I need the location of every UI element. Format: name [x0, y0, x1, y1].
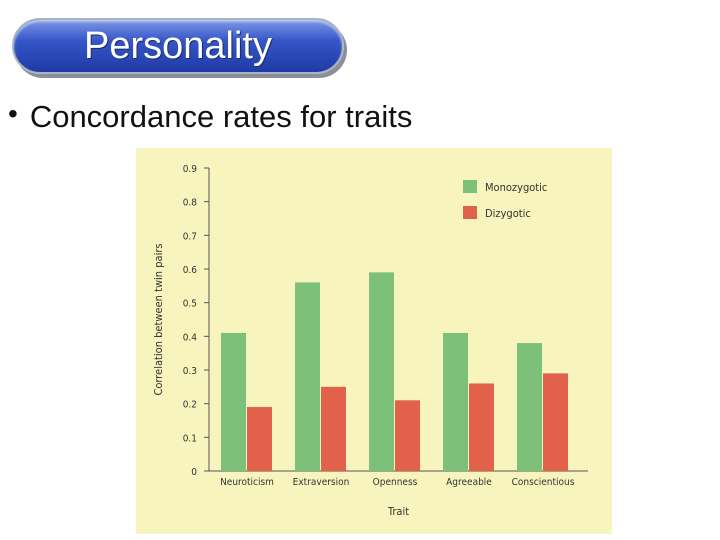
y-tick-label: 0.6 — [183, 265, 198, 276]
legend-label-dizygotic: Dizygotic — [485, 207, 531, 220]
slide-title: Personality — [84, 25, 272, 67]
bullet-dot-icon: • — [8, 98, 18, 129]
x-tick-label: Openness — [373, 477, 418, 488]
y-tick-label: 0.3 — [183, 366, 197, 377]
legend-label-monozygotic: Monozygotic — [485, 181, 547, 194]
bar-dizygotic-conscientious — [543, 373, 568, 471]
x-tick-label: Conscientious — [512, 477, 575, 488]
y-axis-label: Correlation between twin pairs — [152, 243, 165, 395]
legend-swatch-dizygotic — [463, 206, 477, 219]
bar-monozygotic-neuroticism — [221, 332, 246, 471]
x-axis-label: Trait — [387, 505, 409, 518]
x-tick-label: Extraversion — [293, 477, 350, 488]
chart-panel: 0 0.1 0.2 0.3 0.4 0.5 0.6 0.7 0.8 0.9 Correlation … — [136, 148, 612, 534]
bullet-item: • Concordance rates for traits — [8, 98, 412, 135]
legend-swatch-monozygotic — [463, 180, 477, 193]
bullet-text: Concordance rates for traits — [29, 99, 413, 134]
bar-dizygotic-extraversion — [321, 386, 346, 471]
y-tick-label: 0.8 — [183, 198, 198, 209]
bar-monozygotic-openness — [369, 272, 394, 471]
bar-monozygotic-extraversion — [295, 282, 320, 471]
bar-dizygotic-openness — [395, 400, 420, 471]
x-tick-label: Neuroticism — [220, 477, 274, 488]
y-tick-label: 0 — [191, 467, 197, 478]
y-tick-label: 0.2 — [183, 400, 197, 411]
bar-monozygotic-conscientious — [517, 343, 542, 471]
y-tick-label: 0.9 — [183, 164, 198, 175]
x-tick-label: Agreeable — [446, 477, 492, 488]
bar-chart: 0 0.1 0.2 0.3 0.4 0.5 0.6 0.7 0.8 0.9 Correlation … — [152, 164, 588, 518]
y-tick-label: 0.1 — [183, 433, 197, 444]
y-tick-label: 0.7 — [183, 231, 197, 242]
y-tick-label: 0.5 — [183, 299, 197, 310]
title-banner — [12, 18, 344, 74]
bar-dizygotic-neuroticism — [247, 407, 272, 471]
bar-dizygotic-agreeable — [469, 383, 494, 471]
y-tick-label: 0.4 — [183, 332, 198, 343]
bar-monozygotic-agreeable — [443, 332, 468, 471]
